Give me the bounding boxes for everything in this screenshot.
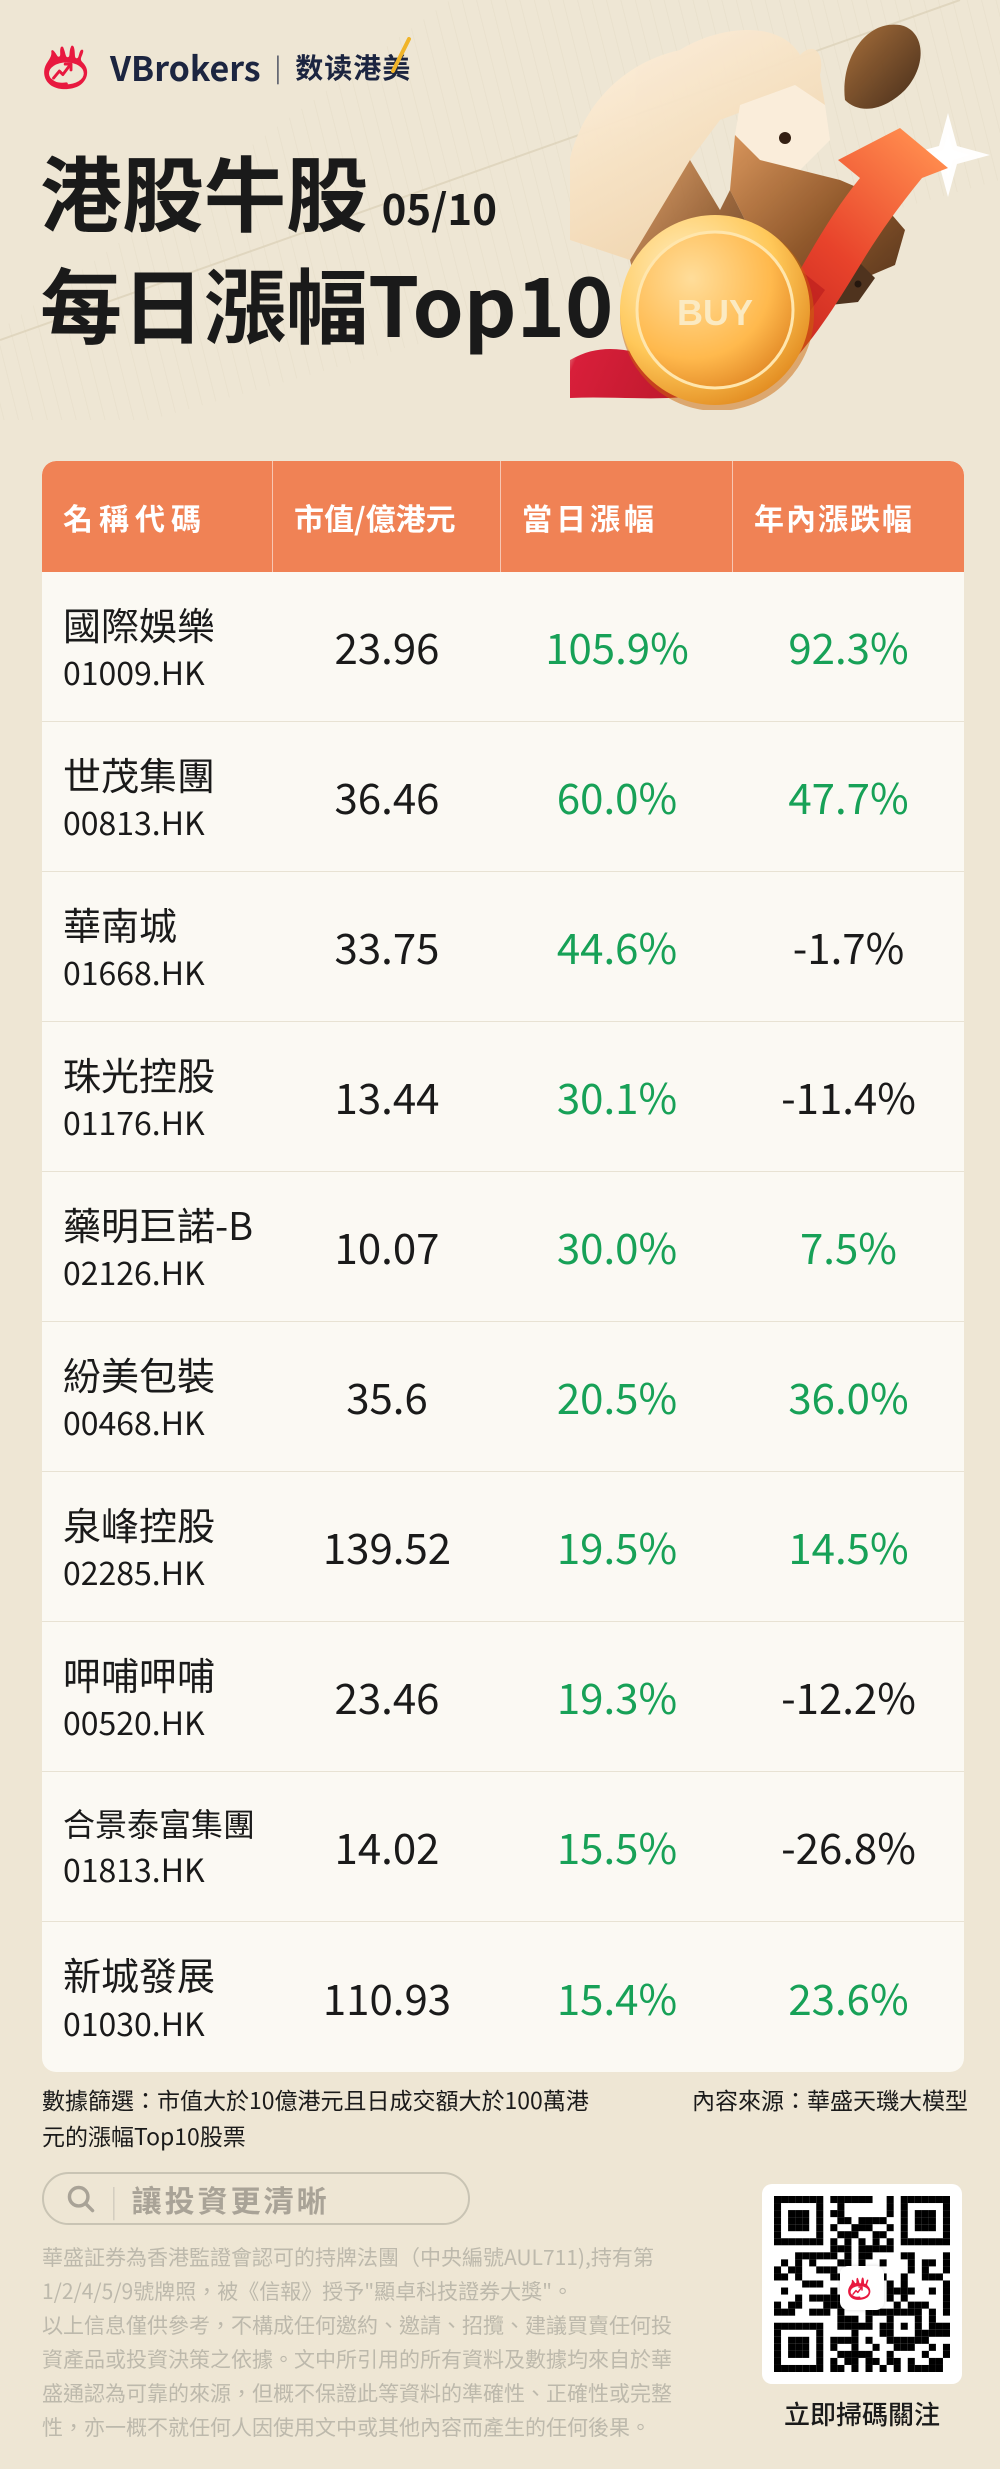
svg-text:BUY: BUY xyxy=(677,292,753,333)
